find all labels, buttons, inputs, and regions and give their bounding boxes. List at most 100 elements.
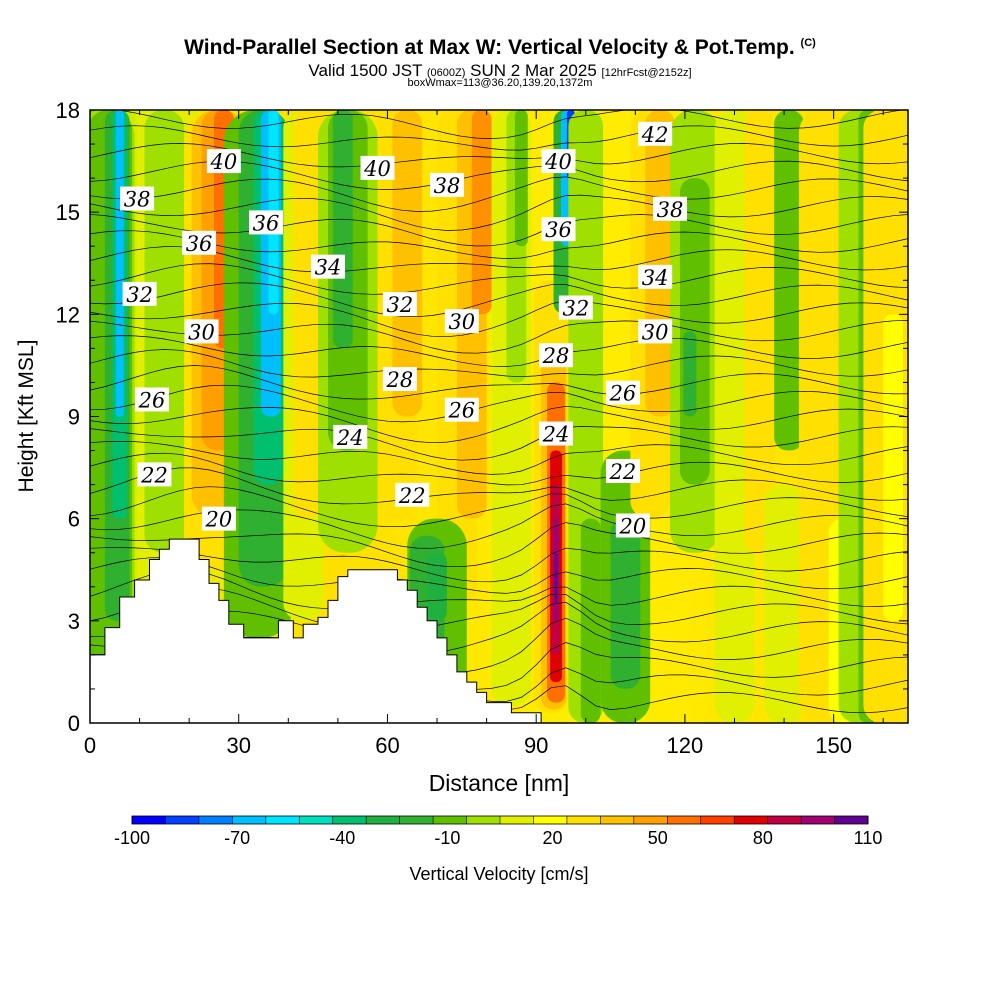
contour-label-text: 40	[209, 150, 237, 174]
contour-label-box	[444, 309, 479, 334]
x-tick-label: 90	[524, 733, 548, 758]
contour-label-box	[382, 367, 417, 392]
contour-label-box	[120, 186, 155, 211]
velocity-band	[610, 518, 641, 689]
velocity-band	[392, 110, 423, 417]
velocity-band	[883, 314, 904, 621]
contour-label-text: 28	[385, 368, 413, 392]
contour-label-text: 36	[186, 232, 213, 256]
contour-label-text: 24	[336, 426, 364, 450]
colorbar-swatch	[232, 816, 267, 824]
velocity-band	[471, 110, 492, 315]
contour-label: 32	[122, 281, 157, 307]
theta-contour-line	[90, 547, 908, 583]
contour-label-box	[539, 421, 574, 446]
colorbar-tick-label: 20	[543, 828, 563, 848]
theta-contour-line	[90, 213, 908, 247]
contour-label-box	[653, 196, 688, 221]
copyright-mark: (C)	[800, 37, 816, 49]
contour-label-box	[541, 149, 576, 174]
contour-label: 26	[134, 387, 169, 412]
contour-label-text: 38	[124, 188, 151, 212]
colorbar-swatch	[466, 816, 501, 824]
theta-contour-line	[90, 452, 908, 486]
colorbar-tick-label: -70	[224, 828, 250, 848]
x-tick-label: 0	[84, 733, 96, 758]
contour-label-box	[333, 424, 368, 449]
contour-label-text: 32	[562, 297, 589, 321]
y-tick-label: 3	[68, 609, 80, 634]
chart-title: Wind-Parallel Section at Max W: Vertical…	[0, 36, 1000, 60]
contour-label: 22	[137, 462, 172, 487]
theta-contour-line	[90, 486, 908, 528]
theta-contour-line	[90, 143, 908, 168]
contour-label: 20	[615, 513, 650, 538]
plot-area	[90, 110, 908, 723]
theta-contour-line	[90, 569, 908, 610]
theta-contour-line	[90, 176, 908, 212]
contour-label: 36	[182, 230, 217, 256]
theta-contour-line	[90, 426, 908, 461]
y-axis-label: Height [Kft MSL]	[15, 340, 38, 493]
contour-label: 22	[395, 482, 430, 508]
contour-label-box	[638, 121, 673, 146]
contour-label: 38	[653, 196, 688, 222]
x-tick-label: 60	[375, 733, 399, 758]
contour-label-box	[137, 462, 172, 487]
theta-contour-line	[90, 557, 908, 594]
y-tick-label: 0	[68, 711, 80, 736]
x-tick-label: 150	[815, 733, 852, 758]
valid-prefix: Valid 1500 JST	[308, 61, 423, 80]
theta-contour-line	[90, 125, 908, 151]
contour-label-text: 20	[618, 514, 646, 538]
y-tick-label: 12	[56, 302, 80, 327]
contour-label-box	[206, 149, 241, 174]
colorbar-swatch	[198, 816, 233, 824]
colorbar-swatch	[834, 816, 869, 824]
contour-label-text: 32	[386, 293, 413, 317]
colorbar-tick-label: -100	[114, 828, 150, 848]
theta-contour-line	[90, 335, 908, 367]
velocity-band	[580, 518, 601, 723]
contour-label-text: 40	[544, 150, 572, 174]
contour-label: 36	[541, 217, 576, 242]
contour-label-text: 30	[642, 320, 669, 344]
colorbar-swatch	[399, 816, 434, 824]
velocity-band	[683, 331, 697, 417]
theta-contour-line	[90, 300, 908, 338]
contour-label: 28	[539, 343, 574, 368]
colorbar-swatch	[767, 816, 802, 824]
theta-contour-line	[90, 384, 908, 423]
colorbar-swatch	[700, 816, 735, 824]
contour-label-text: 30	[188, 320, 215, 344]
contour-label-box	[382, 292, 417, 317]
contour-label: 32	[382, 292, 417, 317]
velocity-band	[115, 110, 124, 417]
contour-label: 30	[184, 319, 219, 344]
velocity-band	[332, 110, 353, 349]
colorbar-tick-label: 50	[648, 828, 668, 848]
contour-label-box	[615, 513, 650, 538]
theta-contour-line	[114, 110, 905, 139]
velocity-band	[293, 110, 324, 519]
colorbar-tick-label: -10	[434, 828, 460, 848]
contour-label-box	[541, 217, 576, 242]
box-info: boxWmax=113@36.20,139.20,1372m	[407, 77, 593, 89]
contour-label-box	[248, 210, 283, 235]
contour-label: 34	[638, 264, 673, 290]
contour-label: 26	[605, 380, 640, 406]
contour-label: 22	[605, 458, 640, 484]
x-axis-label: Distance [nm]	[429, 770, 570, 796]
x-axis: 0 30 60 90 120 150	[84, 110, 884, 758]
theta-contour-line	[90, 587, 908, 632]
contour-label-text: 20	[205, 508, 233, 532]
contour-label-text: 26	[138, 388, 166, 412]
theta-contour-line	[90, 440, 908, 475]
contour-label: 40	[206, 149, 241, 174]
colorbar-tick-label: -40	[329, 828, 355, 848]
y-tick-label: 6	[68, 507, 80, 532]
contour-label: 38	[120, 186, 155, 212]
contour-label-box	[122, 281, 157, 306]
x-tick-label: 120	[667, 733, 704, 758]
theta-contour-line	[90, 365, 908, 400]
